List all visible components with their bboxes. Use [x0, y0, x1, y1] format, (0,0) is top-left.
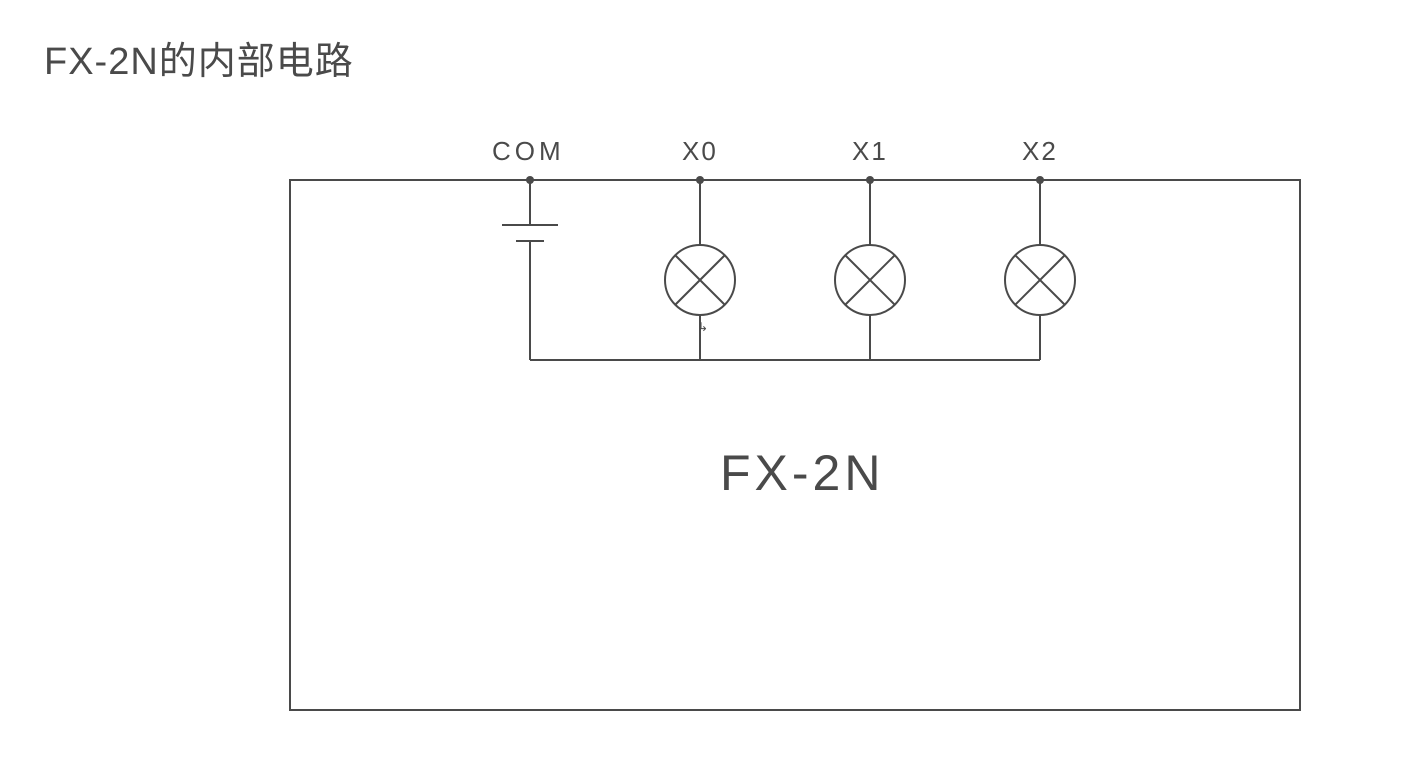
terminal-label-x2: X2	[1022, 136, 1058, 166]
terminal-label-x1: X1	[852, 136, 888, 166]
terminal-label-x0: X0	[682, 136, 718, 166]
terminal-label-com: COM	[492, 136, 565, 166]
device-label: FX-2N	[720, 445, 884, 501]
arrow-mark-icon: ↳	[698, 320, 708, 334]
circuit-diagram: FX-2N COM X0 ↳ X1 X2	[0, 0, 1408, 771]
